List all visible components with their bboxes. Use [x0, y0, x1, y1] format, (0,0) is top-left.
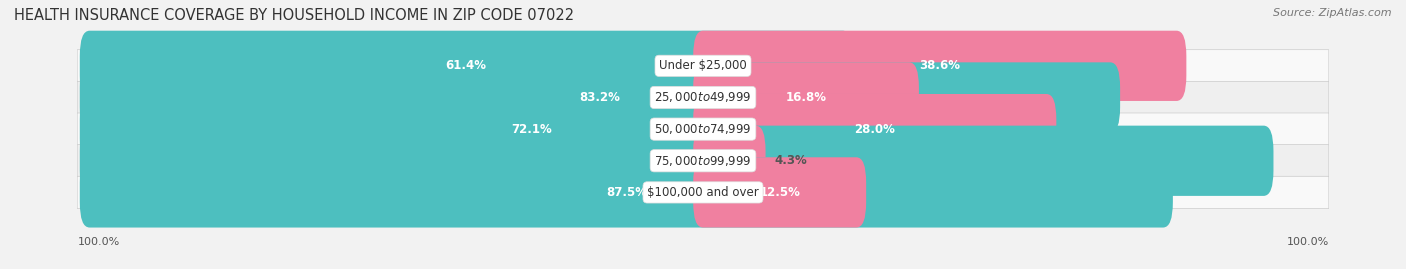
Text: HEALTH INSURANCE COVERAGE BY HOUSEHOLD INCOME IN ZIP CODE 07022: HEALTH INSURANCE COVERAGE BY HOUSEHOLD I…: [14, 8, 574, 23]
FancyBboxPatch shape: [693, 62, 920, 133]
Text: 87.5%: 87.5%: [606, 186, 647, 199]
Text: 38.6%: 38.6%: [920, 59, 960, 72]
FancyBboxPatch shape: [693, 31, 1187, 101]
FancyBboxPatch shape: [80, 62, 1121, 133]
Text: $25,000 to $49,999: $25,000 to $49,999: [654, 90, 752, 104]
FancyBboxPatch shape: [77, 50, 1329, 82]
Text: 95.7%: 95.7%: [657, 154, 697, 167]
Legend: With Coverage, Without Coverage: With Coverage, Without Coverage: [565, 264, 841, 269]
FancyBboxPatch shape: [77, 176, 1329, 208]
FancyBboxPatch shape: [80, 31, 852, 101]
Text: 61.4%: 61.4%: [446, 59, 486, 72]
Text: Under $25,000: Under $25,000: [659, 59, 747, 72]
Text: 16.8%: 16.8%: [786, 91, 827, 104]
Text: $75,000 to $99,999: $75,000 to $99,999: [654, 154, 752, 168]
Text: 4.3%: 4.3%: [775, 154, 807, 167]
FancyBboxPatch shape: [693, 94, 1056, 164]
Text: 83.2%: 83.2%: [579, 91, 620, 104]
Text: 72.1%: 72.1%: [512, 123, 553, 136]
Text: 12.5%: 12.5%: [759, 186, 800, 199]
FancyBboxPatch shape: [693, 126, 766, 196]
FancyBboxPatch shape: [77, 81, 1329, 114]
FancyBboxPatch shape: [77, 113, 1329, 145]
Text: 100.0%: 100.0%: [1286, 237, 1329, 247]
FancyBboxPatch shape: [80, 126, 1274, 196]
Text: $50,000 to $74,999: $50,000 to $74,999: [654, 122, 752, 136]
Text: 28.0%: 28.0%: [855, 123, 896, 136]
FancyBboxPatch shape: [693, 157, 866, 228]
FancyBboxPatch shape: [77, 145, 1329, 177]
FancyBboxPatch shape: [80, 94, 984, 164]
Text: 100.0%: 100.0%: [77, 237, 120, 247]
Text: Source: ZipAtlas.com: Source: ZipAtlas.com: [1274, 8, 1392, 18]
Text: $100,000 and over: $100,000 and over: [647, 186, 759, 199]
FancyBboxPatch shape: [80, 157, 1173, 228]
